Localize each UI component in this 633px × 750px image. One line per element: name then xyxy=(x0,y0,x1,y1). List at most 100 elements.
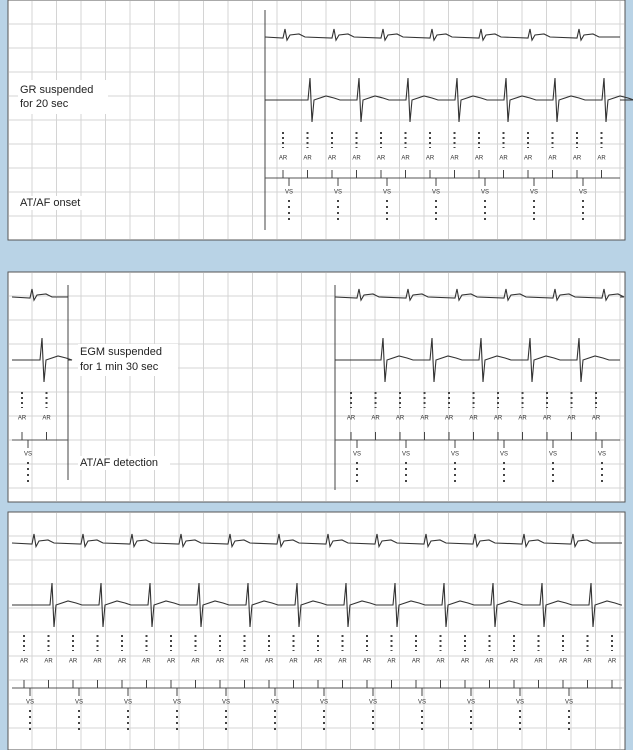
atrial-marker: AR xyxy=(445,416,454,422)
atrial-marker: AR xyxy=(347,416,356,422)
atrial-marker: AR xyxy=(567,416,576,422)
egm-trace xyxy=(11,533,622,549)
ventricular-marker: VS xyxy=(467,700,475,706)
atrial-marker: AR xyxy=(510,659,519,665)
atrial-marker: AR xyxy=(20,659,29,665)
atrial-marker: AR xyxy=(461,659,470,665)
atrial-marker: AR xyxy=(289,659,298,665)
atrial-marker: AR xyxy=(338,659,347,665)
atrial-marker: AR xyxy=(387,659,396,665)
panel-3 xyxy=(7,511,626,750)
atrial-marker: AR xyxy=(401,156,410,162)
atrial-marker: AR xyxy=(469,416,478,422)
atrial-marker: AR xyxy=(396,416,405,422)
atrial-marker: AR xyxy=(363,659,372,665)
atrial-marker: AR xyxy=(216,659,225,665)
ventricular-marker: VS xyxy=(402,452,410,458)
egm-trace xyxy=(265,77,633,123)
atrial-marker: AR xyxy=(314,659,323,665)
atrial-marker: AR xyxy=(93,659,102,665)
label-bg xyxy=(78,456,170,470)
annotation: for 1 min 30 sec xyxy=(80,361,159,373)
traces: AR AR AR AR AR AR AR AR AR AR AR AR AR AR VS VS VS VS VS VS… xyxy=(11,10,633,732)
atrial-marker: AR xyxy=(328,156,337,162)
atrial-marker: AR xyxy=(573,156,582,162)
atrial-marker: AR xyxy=(69,659,78,665)
atrial-marker: AR xyxy=(475,156,484,162)
atrial-marker: AR xyxy=(608,659,617,665)
ventricular-marker: VS xyxy=(173,700,181,706)
ventricular-marker: VS xyxy=(24,452,32,458)
annotation: for 20 sec xyxy=(20,98,69,110)
ventricular-marker: VS xyxy=(451,452,459,458)
atrial-marker: AR xyxy=(426,156,435,162)
label-bg xyxy=(18,80,108,114)
atrial-marker: AR xyxy=(377,156,386,162)
annotation: AT/AF onset xyxy=(20,197,80,209)
atrial-marker: AR xyxy=(420,416,429,422)
ventricular-marker: VS xyxy=(418,700,426,706)
atrial-marker: AR xyxy=(518,416,527,422)
ventricular-marker: VS xyxy=(320,700,328,706)
atrial-marker: AR xyxy=(583,659,592,665)
atrial-marker: AR xyxy=(524,156,533,162)
egm-trace xyxy=(12,337,73,383)
atrial-marker: AR xyxy=(543,416,552,422)
ventricular-marker: VS xyxy=(598,452,606,458)
atrial-marker: AR xyxy=(191,659,200,665)
ventricular-marker: VS xyxy=(516,700,524,706)
egm-trace xyxy=(264,28,620,42)
annotation: GR suspended xyxy=(20,84,93,96)
atrial-marker: AR xyxy=(118,659,127,665)
atrial-marker: AR xyxy=(42,416,51,422)
atrial-marker: AR xyxy=(412,659,421,665)
label-bg xyxy=(18,196,98,210)
annotation: AT/AF detection xyxy=(80,457,158,469)
atrial-marker: AR xyxy=(371,416,380,422)
egm-trace xyxy=(12,582,622,628)
ventricular-marker: VS xyxy=(432,190,440,196)
ventricular-marker: VS xyxy=(500,452,508,458)
atrial-marker: AR xyxy=(559,659,568,665)
atrial-marker: AR xyxy=(240,659,249,665)
atrial-marker: AR xyxy=(142,659,151,665)
egm-trace xyxy=(335,337,620,383)
atrial-marker: AR xyxy=(494,416,503,422)
atrial-marker: AR xyxy=(450,156,459,162)
ventricular-marker: VS xyxy=(271,700,279,706)
atrial-marker: AR xyxy=(548,156,557,162)
ventricular-marker: VS xyxy=(383,190,391,196)
ventricular-marker: VS xyxy=(26,700,34,706)
egm-trace xyxy=(11,288,68,302)
label-bg xyxy=(78,344,178,376)
ventricular-marker: VS xyxy=(565,700,573,706)
atrial-marker: AR xyxy=(534,659,543,665)
ventricular-marker: VS xyxy=(353,452,361,458)
ventricular-marker: VS xyxy=(124,700,132,706)
ventricular-marker: VS xyxy=(481,190,489,196)
atrial-marker: AR xyxy=(18,416,27,422)
atrial-marker: AR xyxy=(352,156,361,162)
atrial-marker: AR xyxy=(279,156,288,162)
atrial-marker: AR xyxy=(167,659,176,665)
ventricular-marker: VS xyxy=(334,190,342,196)
atrial-marker: AR xyxy=(592,416,601,422)
ventricular-marker: VS xyxy=(530,190,538,196)
atrial-marker: AR xyxy=(44,659,53,665)
atrial-marker: AR xyxy=(436,659,445,665)
egm-trace xyxy=(334,288,625,302)
atrial-marker: AR xyxy=(265,659,274,665)
atrial-marker: AR xyxy=(303,156,312,162)
ventricular-marker: VS xyxy=(369,700,377,706)
ventricular-marker: VS xyxy=(549,452,557,458)
ventricular-marker: VS xyxy=(579,190,587,196)
ventricular-marker: VS xyxy=(285,190,293,196)
annotation: EGM suspended xyxy=(80,346,162,358)
atrial-marker: AR xyxy=(597,156,606,162)
atrial-marker: AR xyxy=(485,659,494,665)
ventricular-marker: VS xyxy=(222,700,230,706)
atrial-marker: AR xyxy=(499,156,508,162)
ventricular-marker: VS xyxy=(75,700,83,706)
